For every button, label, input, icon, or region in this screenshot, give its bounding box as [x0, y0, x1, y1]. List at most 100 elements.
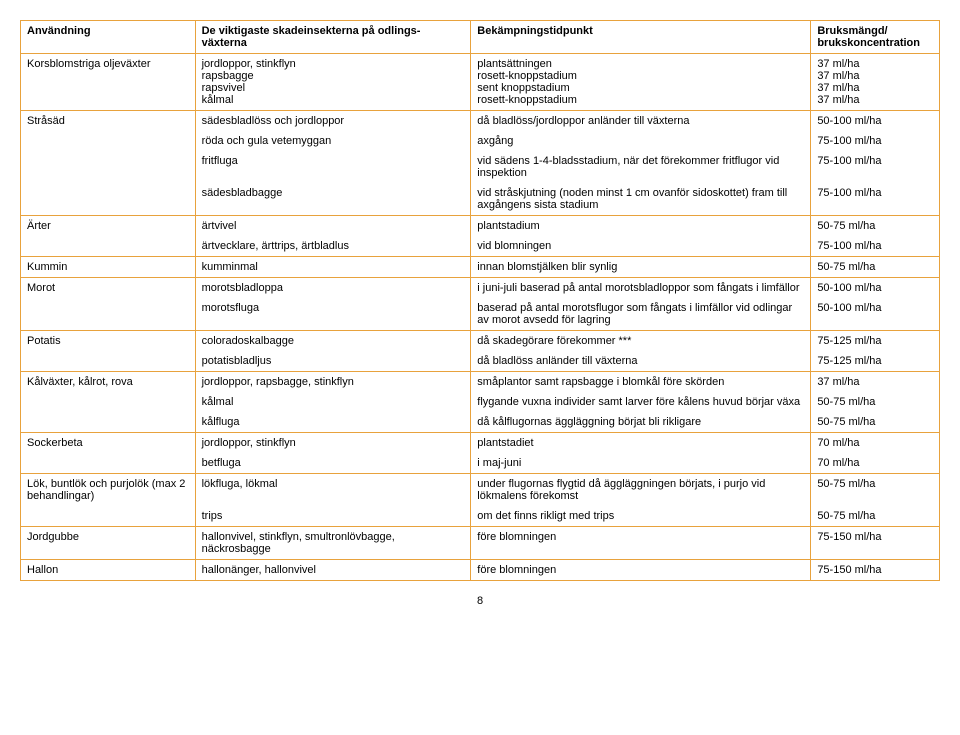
table-cell: fritfluga: [195, 151, 471, 183]
table-cell: 50-75 ml/ha: [811, 216, 940, 237]
table-cell: flygande vuxna individer samt larver för…: [471, 392, 811, 412]
table-row: potatisbladljusdå bladlöss anländer till…: [21, 351, 940, 372]
table-row: morotsflugabaserad på antal morotsflugor…: [21, 298, 940, 331]
table-cell: sädesbladlöss och jordloppor: [195, 111, 471, 132]
table-cell: 37 ml/ha: [811, 372, 940, 393]
table-cell: Stråsäd: [21, 111, 196, 132]
table-cell: kumminmal: [195, 257, 471, 278]
table-cell: 75-125 ml/ha: [811, 331, 940, 352]
table-cell: plantstadium: [471, 216, 811, 237]
table-row: Ärterärtvivelplantstadium50-75 ml/ha: [21, 216, 940, 237]
table-cell: då bladlöss anländer till växterna: [471, 351, 811, 372]
table-row: Korsblomstriga oljeväxterjordloppor, sti…: [21, 54, 940, 111]
table-cell: kålfluga: [195, 412, 471, 433]
table-cell: potatisbladljus: [195, 351, 471, 372]
header-insects: De viktigaste skadeinsekterna på odlings…: [195, 21, 471, 54]
table-row: röda och gula vetemygganaxgång75-100 ml/…: [21, 131, 940, 151]
table-cell: 75-100 ml/ha: [811, 236, 940, 257]
table-cell: 75-150 ml/ha: [811, 560, 940, 581]
table-cell: 50-75 ml/ha: [811, 392, 940, 412]
table-row: Kumminkumminmalinnan blomstjälken blir s…: [21, 257, 940, 278]
table-cell: Ärter: [21, 216, 196, 237]
table-cell: 70 ml/ha: [811, 453, 940, 474]
table-cell: kålmal: [195, 392, 471, 412]
table-cell: hallonänger, hallonvivel: [195, 560, 471, 581]
table-cell: då bladlöss/jordloppor anländer till väx…: [471, 111, 811, 132]
table-cell: 50-75 ml/ha: [811, 506, 940, 527]
table-cell: 50-100 ml/ha: [811, 298, 940, 331]
table-cell: [21, 183, 196, 216]
table-cell: 75-100 ml/ha: [811, 183, 940, 216]
table-row: Morotmorotsbladloppai juni-juli baserad …: [21, 278, 940, 299]
table-cell: trips: [195, 506, 471, 527]
table-row: betflugai maj-juni70 ml/ha: [21, 453, 940, 474]
table-cell: jordloppor, stinkflynrapsbaggerapsvivelk…: [195, 54, 471, 111]
table-cell: [21, 151, 196, 183]
table-cell: röda och gula vetemyggan: [195, 131, 471, 151]
table-row: Kålväxter, kålrot, rovajordloppor, rapsb…: [21, 372, 940, 393]
table-cell: innan blomstjälken blir synlig: [471, 257, 811, 278]
table-cell: betfluga: [195, 453, 471, 474]
table-cell: ärtvecklare, ärttrips, ärtbladlus: [195, 236, 471, 257]
table-cell: Sockerbeta: [21, 433, 196, 454]
table-cell: Jordgubbe: [21, 527, 196, 560]
table-cell: då skadegörare förekommer ***: [471, 331, 811, 352]
table-cell: 50-100 ml/ha: [811, 278, 940, 299]
table-cell: hallonvivel, stinkflyn, smultronlövbagge…: [195, 527, 471, 560]
table-cell: i maj-juni: [471, 453, 811, 474]
table-cell: 75-125 ml/ha: [811, 351, 940, 372]
table-cell: coloradoskalbagge: [195, 331, 471, 352]
table-row: tripsom det finns rikligt med trips50-75…: [21, 506, 940, 527]
table-cell: sädesbladbagge: [195, 183, 471, 216]
table-row: ärtvecklare, ärttrips, ärtbladlusvid blo…: [21, 236, 940, 257]
table-cell: jordloppor, stinkflyn: [195, 433, 471, 454]
table-cell: 70 ml/ha: [811, 433, 940, 454]
table-row: kålflugadå kålflugornas äggläggning börj…: [21, 412, 940, 433]
page-number: 8: [20, 595, 940, 607]
table-header-row: Användning De viktigaste skadeinsekterna…: [21, 21, 940, 54]
header-timing: Bekämpningstidpunkt: [471, 21, 811, 54]
table-cell: plantsättningenrosett-knoppstadiumsent k…: [471, 54, 811, 111]
table-cell: i juni-juli baserad på antal morotsbladl…: [471, 278, 811, 299]
table-cell: vid stråskjutning (noden minst 1 cm ovan…: [471, 183, 811, 216]
table-cell: [21, 351, 196, 372]
table-cell: morotsfluga: [195, 298, 471, 331]
table-cell: ärtvivel: [195, 216, 471, 237]
table-cell: [21, 131, 196, 151]
header-amount: Bruksmängd/ brukskoncentration: [811, 21, 940, 54]
table-cell: under flugornas flygtid då äggläggningen…: [471, 474, 811, 507]
table-cell: baserad på antal morotsflugor som fångat…: [471, 298, 811, 331]
table-cell: vid sädens 1-4-bladsstadium, när det för…: [471, 151, 811, 183]
table-cell: före blomningen: [471, 560, 811, 581]
table-cell: plantstadiet: [471, 433, 811, 454]
table-row: Lök, buntlök och purjolök (max 2 behandl…: [21, 474, 940, 507]
table-cell: småplantor samt rapsbagge i blomkål före…: [471, 372, 811, 393]
table-row: kålmalflygande vuxna individer samt larv…: [21, 392, 940, 412]
table-cell: om det finns rikligt med trips: [471, 506, 811, 527]
pesticide-table: Användning De viktigaste skadeinsekterna…: [20, 20, 940, 581]
table-cell: 50-75 ml/ha: [811, 257, 940, 278]
table-cell: [21, 392, 196, 412]
table-cell: Lök, buntlök och purjolök (max 2 behandl…: [21, 474, 196, 507]
table-cell: [21, 298, 196, 331]
table-cell: [21, 453, 196, 474]
table-cell: [21, 412, 196, 433]
table-cell: [21, 506, 196, 527]
table-cell: 75-100 ml/ha: [811, 131, 940, 151]
table-cell: före blomningen: [471, 527, 811, 560]
table-cell: 50-75 ml/ha: [811, 412, 940, 433]
table-row: Sockerbetajordloppor, stinkflynplantstad…: [21, 433, 940, 454]
table-cell: Kålväxter, kålrot, rova: [21, 372, 196, 393]
table-cell: 50-100 ml/ha: [811, 111, 940, 132]
table-cell: 75-100 ml/ha: [811, 151, 940, 183]
table-cell: Morot: [21, 278, 196, 299]
table-cell: Hallon: [21, 560, 196, 581]
table-cell: Potatis: [21, 331, 196, 352]
table-cell: då kålflugornas äggläggning börjat bli r…: [471, 412, 811, 433]
table-row: Stråsädsädesbladlöss och jordloppordå bl…: [21, 111, 940, 132]
table-cell: jordloppor, rapsbagge, stinkflyn: [195, 372, 471, 393]
table-row: fritflugavid sädens 1-4-bladsstadium, nä…: [21, 151, 940, 183]
table-cell: 37 ml/ha37 ml/ha37 ml/ha37 ml/ha: [811, 54, 940, 111]
table-cell: [21, 236, 196, 257]
table-row: sädesbladbaggevid stråskjutning (noden m…: [21, 183, 940, 216]
